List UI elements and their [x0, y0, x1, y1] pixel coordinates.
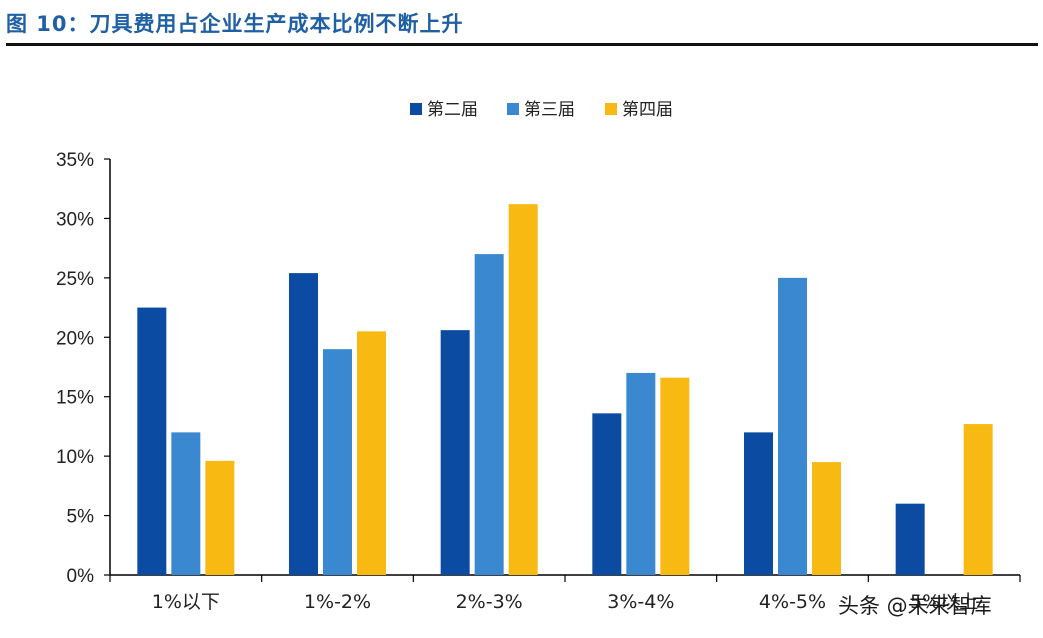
watermark: 头条 @未来智库 [838, 594, 992, 618]
legend-label: 第三届 [524, 100, 575, 120]
legend: 第二届 第三届 第四届 [410, 100, 673, 120]
bar [357, 331, 386, 575]
y-tick-label: 35% [56, 150, 94, 171]
x-tick-label: 1%-2% [304, 591, 371, 613]
y-tick-label: 15% [56, 388, 94, 409]
bar [137, 307, 167, 575]
bar [474, 254, 504, 576]
bar [963, 424, 993, 575]
bar [171, 432, 201, 575]
y-tick-label: 30% [56, 209, 94, 230]
legend-swatch [605, 103, 617, 115]
title-divider [6, 43, 1038, 46]
bar [205, 460, 235, 575]
bars [137, 204, 993, 576]
legend-label: 第二届 [427, 100, 478, 120]
x-tick-label: 2%-3% [456, 591, 523, 613]
x-tick-label: 4%-5% [759, 591, 826, 613]
bar [508, 204, 538, 575]
bar [812, 462, 841, 575]
legend-swatch [410, 103, 422, 115]
bar [895, 503, 925, 575]
figure-title: 图 10：刀具费用占企业生产成本比例不断上升 [6, 12, 464, 36]
x-tick-label: 1%以下 [152, 591, 220, 613]
bar [323, 349, 352, 575]
x-tick-label: 5%以上 [910, 591, 978, 613]
bar [592, 413, 622, 575]
bar [744, 432, 773, 575]
bar [778, 277, 807, 575]
y-tick-label: 25% [56, 269, 94, 290]
y-tick-label: 0% [67, 566, 95, 587]
tick-labels: 0% 5% 10% 15% 20% 25% 30% 35% 1%以下 1%-2% 2%-3% 3%-4… [56, 150, 978, 613]
bar [440, 330, 470, 575]
legend-swatch [507, 103, 519, 115]
legend-label: 第四届 [622, 100, 673, 120]
y-tick-label: 20% [56, 328, 94, 349]
bar [660, 377, 690, 575]
y-tick-label: 5% [67, 507, 95, 528]
axes [104, 158, 1021, 582]
bar [626, 372, 656, 575]
y-tick-label: 10% [56, 447, 94, 468]
bar [289, 273, 318, 575]
x-tick-label: 3%-4% [607, 591, 674, 613]
